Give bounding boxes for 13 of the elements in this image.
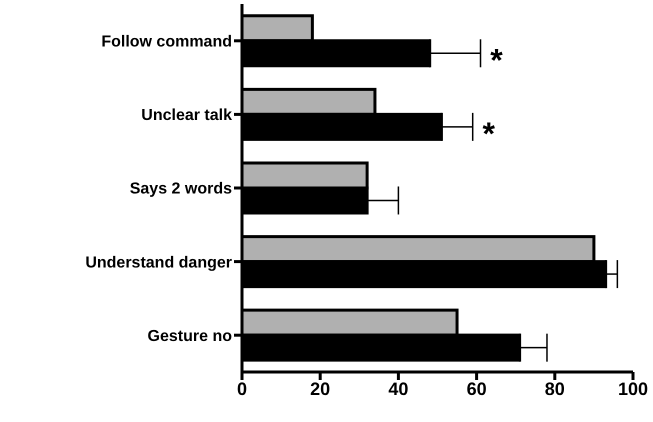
- x-tick-label: 100: [618, 378, 648, 399]
- y-tick-label: Understand danger: [85, 254, 232, 272]
- annotation: *: [490, 42, 504, 78]
- x-tick-label: 60: [466, 378, 487, 399]
- y-tick-label: Says 2 words: [130, 180, 232, 198]
- x-tick-label: 40: [388, 378, 408, 399]
- y-tick-label: Unclear talk: [141, 107, 232, 124]
- y-tick-label: Follow command: [101, 33, 232, 50]
- y-tick-label: Gesture no: [148, 328, 232, 345]
- annotation: *: [482, 115, 496, 152]
- x-tick-label: 0: [236, 378, 248, 399]
- x-tick-label: 20: [310, 378, 330, 399]
- x-tick-label: 80: [544, 378, 565, 399]
